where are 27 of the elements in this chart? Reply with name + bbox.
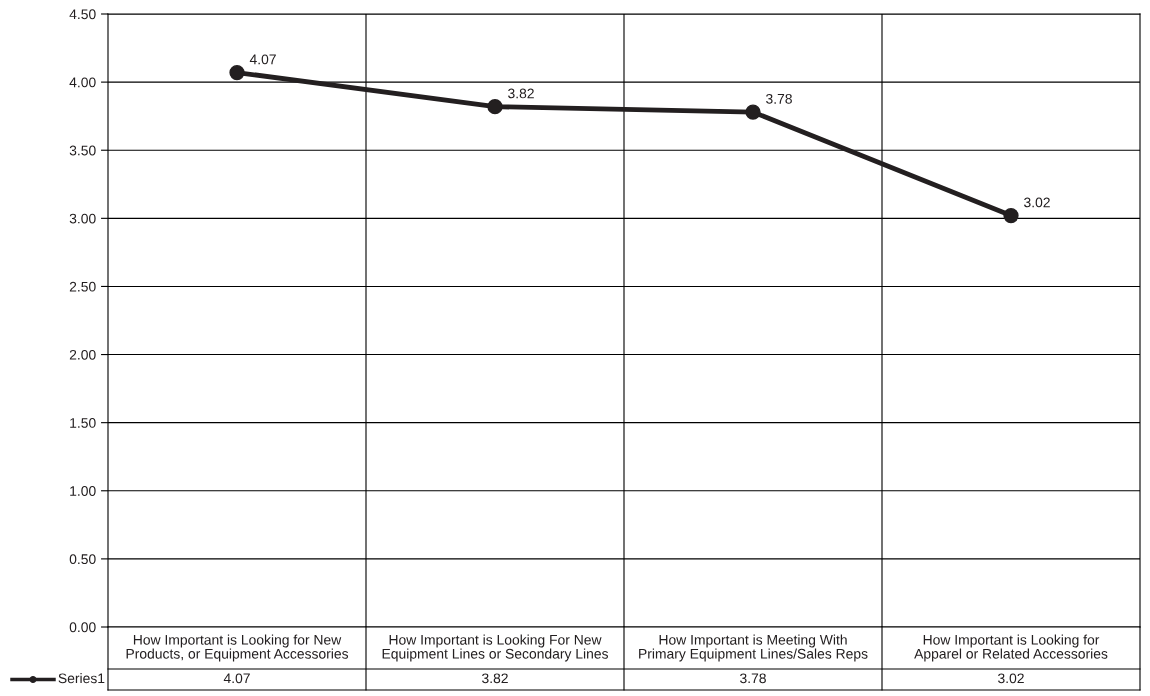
text: 1.50 xyxy=(70,418,96,428)
point xyxy=(1003,207,1019,224)
text: 0.50 xyxy=(69,554,96,565)
text: 3.00 xyxy=(69,213,96,224)
text: 3.02 xyxy=(998,673,1024,684)
x-tick-label: How Important is Looking For New Equipment Lines or Secondary Lines xyxy=(382,634,608,662)
text: 4.00 xyxy=(69,77,96,88)
x-tick-label: How Important is Looking for Apparel or Related Accessories xyxy=(914,634,1108,662)
text: 2.50 xyxy=(69,281,96,292)
point xyxy=(745,104,761,120)
text: 3.50 xyxy=(69,145,96,156)
text: 4.07 xyxy=(223,673,250,684)
legend-label: Series1 xyxy=(58,673,105,684)
point xyxy=(229,64,245,81)
text: 3.82 xyxy=(482,673,508,684)
text: 1.00 xyxy=(70,486,96,496)
text: 0.00 xyxy=(69,622,96,633)
text: 2.00 xyxy=(69,349,96,360)
data-label: 4.07 xyxy=(249,54,276,65)
point xyxy=(487,98,503,115)
text: 4.50 xyxy=(69,9,96,20)
x-tick-label: How Important is Looking for New Products, or Equipment Accessories xyxy=(126,634,349,662)
x-tick-label: How Important is Meeting With Primary Equipment Lines/Sales Reps xyxy=(639,634,868,662)
data-label: 3.02 xyxy=(1024,197,1050,208)
data-label: 3.78 xyxy=(766,93,792,104)
data-label: 3.82 xyxy=(508,88,534,99)
text: 3.78 xyxy=(740,673,766,684)
